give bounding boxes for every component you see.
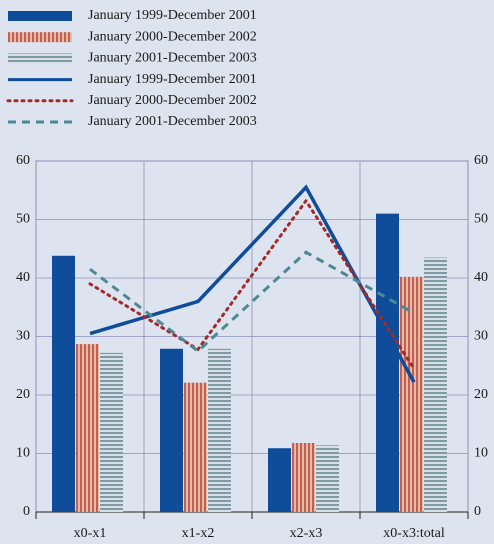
line — [88, 198, 416, 371]
x-tick-label: x0-x3:total — [383, 526, 445, 541]
y-tick-label: 60 — [16, 153, 30, 168]
bar — [100, 352, 123, 512]
y-tick-label: 0 — [23, 504, 30, 519]
legend-label: January 2001-December 2003 — [88, 114, 257, 129]
y2-tick-label: 20 — [474, 387, 488, 402]
y2-tick-label: 50 — [474, 212, 488, 227]
x-tick-label: x2-x3 — [290, 526, 323, 541]
legend-label: January 2001-December 2003 — [88, 51, 257, 66]
bar — [268, 448, 291, 512]
bar — [160, 348, 183, 512]
y2-tick-label: 0 — [474, 504, 481, 519]
x-tick-label: x0-x1 — [74, 526, 107, 541]
bar — [376, 213, 399, 512]
y-tick-label: 50 — [16, 212, 30, 227]
bar — [292, 442, 315, 512]
y-tick-label: 10 — [16, 446, 30, 461]
legend-label: January 2000-December 2002 — [88, 29, 257, 44]
bar — [208, 348, 231, 512]
bar — [76, 344, 99, 512]
bar — [184, 382, 207, 512]
y2-tick-label: 30 — [474, 329, 488, 344]
bar — [316, 445, 339, 512]
legend-swatch — [8, 53, 72, 64]
legend-swatch — [8, 32, 72, 43]
legend-label: January 2000-December 2002 — [88, 93, 257, 108]
legend-label: January 1999-December 2001 — [88, 72, 257, 87]
y-tick-label: 30 — [16, 329, 30, 344]
y2-tick-label: 40 — [474, 270, 488, 285]
legend-label: January 1999-December 2001 — [88, 8, 257, 23]
y-tick-label: 20 — [16, 387, 30, 402]
y-tick-label: 40 — [16, 270, 30, 285]
x-tick-label: x1-x2 — [182, 526, 215, 541]
legend-swatch — [8, 11, 72, 21]
y2-tick-label: 60 — [474, 153, 488, 168]
line — [89, 250, 415, 354]
bar — [400, 276, 423, 512]
bar — [424, 257, 447, 512]
bar — [52, 255, 75, 512]
y2-tick-label: 10 — [474, 446, 488, 461]
